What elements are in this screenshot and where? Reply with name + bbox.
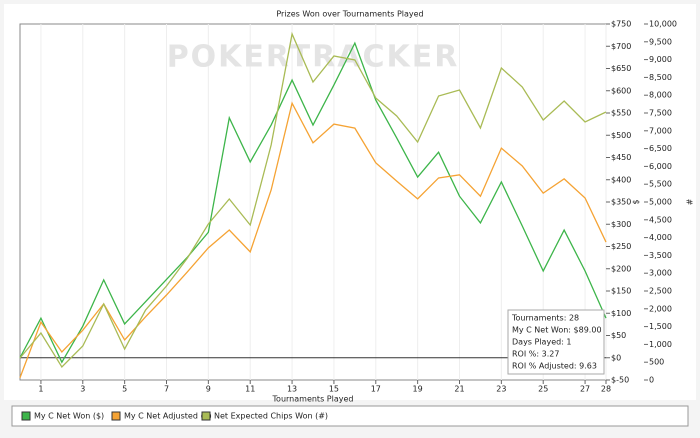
y2-tick-label: 500 bbox=[649, 358, 664, 367]
y2-tick-label: 0 bbox=[649, 376, 654, 385]
y2-tick-label: 1,000 bbox=[649, 340, 672, 349]
x-tick-label: 25 bbox=[538, 385, 548, 394]
y-tick-label: $100 bbox=[611, 309, 631, 318]
x-tick-label: 21 bbox=[454, 385, 464, 394]
tooltip-line: Days Played: 1 bbox=[512, 338, 572, 347]
y-tick-label: $50 bbox=[611, 331, 626, 340]
y2-tick-label: 10,000 bbox=[649, 20, 677, 29]
x-tick-label: 13 bbox=[287, 385, 297, 394]
y2-tick-label: 6,500 bbox=[649, 144, 672, 153]
y2-tick-label: 7,000 bbox=[649, 126, 672, 135]
x-tick-label: 11 bbox=[245, 385, 255, 394]
tooltip-line: My C Net Won: $89.00 bbox=[512, 326, 602, 335]
tooltip-line: Tournaments: 28 bbox=[511, 314, 579, 323]
y-tick-label: $-50 bbox=[611, 376, 629, 385]
y2-tick-label: 2,000 bbox=[649, 304, 672, 313]
x-tick-label: 7 bbox=[164, 385, 169, 394]
legend-swatch[interactable] bbox=[201, 411, 211, 421]
x-tick-label: 9 bbox=[206, 385, 211, 394]
y-tick-label: $700 bbox=[611, 42, 631, 51]
y2-tick-label: 5,500 bbox=[649, 180, 672, 189]
y-tick-label: $650 bbox=[611, 64, 631, 73]
x-tick-label: 15 bbox=[329, 385, 339, 394]
x-tick-label: 27 bbox=[580, 385, 590, 394]
tooltip-box bbox=[507, 309, 605, 375]
tooltip-line: ROI % Adjusted: 9.63 bbox=[512, 362, 597, 371]
x-tick-label: 28 bbox=[601, 385, 611, 394]
legend-label[interactable]: Net Expected Chips Won (#) bbox=[214, 412, 328, 421]
y2-tick-label: 9,000 bbox=[649, 55, 672, 64]
tooltip-line: ROI %: 3.27 bbox=[512, 350, 559, 359]
series-line bbox=[19, 101, 607, 379]
y-tick-label: $450 bbox=[611, 153, 631, 162]
watermark: POKERTRACKER bbox=[167, 40, 460, 75]
y2-tick-label: 3,000 bbox=[649, 269, 672, 278]
y2-tick-label: 9,500 bbox=[649, 37, 672, 46]
x-tick-label: 17 bbox=[371, 385, 381, 394]
x-tick-label: 3 bbox=[80, 385, 85, 394]
y2-tick-label: 5,000 bbox=[649, 198, 672, 207]
x-tick-label: 5 bbox=[122, 385, 127, 394]
y2-tick-label: 1,500 bbox=[649, 322, 672, 331]
x-tick-label: 23 bbox=[496, 385, 506, 394]
y2-tick-label: 8,000 bbox=[649, 91, 672, 100]
y-tick-label: $0 bbox=[611, 353, 621, 362]
y2-tick-label: 4,000 bbox=[649, 233, 672, 242]
y-tick-label: $150 bbox=[611, 287, 631, 296]
y-tick-label: $300 bbox=[611, 220, 631, 229]
series-line bbox=[19, 31, 607, 369]
legend-swatch[interactable] bbox=[21, 411, 31, 421]
y-tick-label: $550 bbox=[611, 109, 631, 118]
y2-tick-label: 6,000 bbox=[649, 162, 672, 171]
legend-swatch[interactable] bbox=[111, 411, 121, 421]
chart-title: Prizes Won over Tournaments Played bbox=[276, 10, 423, 19]
x-tick-label: 1 bbox=[38, 385, 43, 394]
y2-tick-label: 3,500 bbox=[649, 251, 672, 260]
y2-tick-label: 4,500 bbox=[649, 215, 672, 224]
y-tick-label: $250 bbox=[611, 242, 631, 251]
y-tick-label: $500 bbox=[611, 131, 631, 140]
y-tick-label: $350 bbox=[611, 198, 631, 207]
series-line bbox=[19, 41, 607, 364]
y2-tick-label: 8,500 bbox=[649, 73, 672, 82]
y2-axis-title: # bbox=[686, 198, 695, 205]
x-tick-label: 19 bbox=[413, 385, 423, 394]
y-tick-label: $750 bbox=[611, 20, 631, 29]
legend bbox=[11, 405, 689, 427]
legend-label[interactable]: My C Net Adjusted ($) bbox=[124, 412, 212, 421]
tooltip: Tournaments: 28 My C Net Won: $89.00 Days … bbox=[507, 309, 605, 375]
x-axis-title: Tournaments Played bbox=[272, 395, 354, 404]
y2-tick-label: 2,500 bbox=[649, 287, 672, 296]
y-tick-label: $200 bbox=[611, 264, 631, 273]
y2-tick-label: 7,500 bbox=[649, 109, 672, 118]
legend-label[interactable]: My C Net Won ($) bbox=[34, 412, 104, 421]
y-tick-label: $600 bbox=[611, 86, 631, 95]
y-axis-title: $ bbox=[632, 199, 641, 204]
y-tick-label: $400 bbox=[611, 175, 631, 184]
